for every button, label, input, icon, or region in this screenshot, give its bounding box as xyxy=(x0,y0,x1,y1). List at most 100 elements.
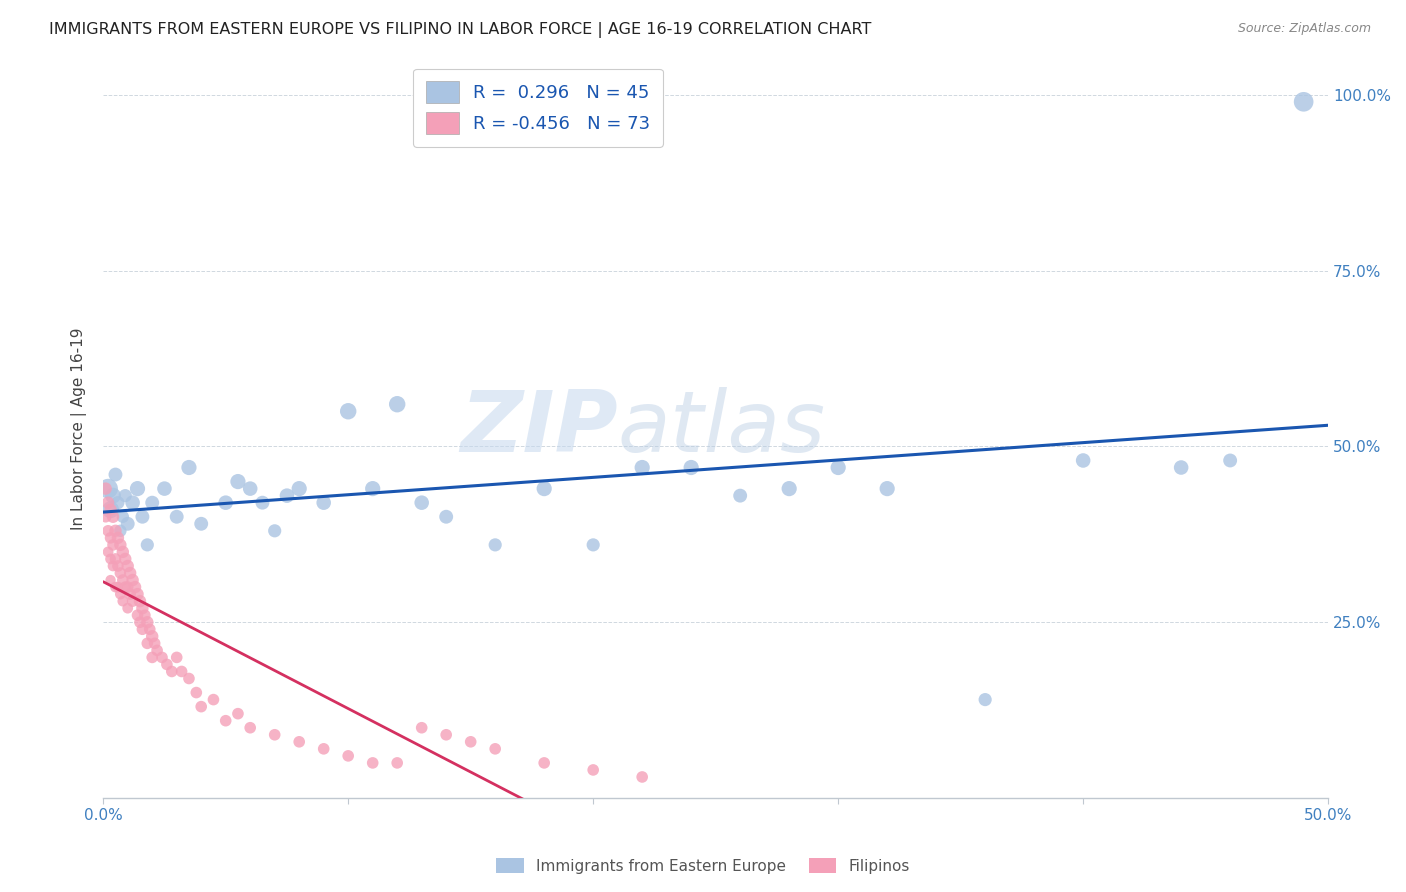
Text: IMMIGRANTS FROM EASTERN EUROPE VS FILIPINO IN LABOR FORCE | AGE 16-19 CORRELATIO: IMMIGRANTS FROM EASTERN EUROPE VS FILIPI… xyxy=(49,22,872,38)
Point xyxy=(631,770,654,784)
Point xyxy=(107,531,129,545)
Point xyxy=(110,566,132,580)
Point xyxy=(104,552,127,566)
Point xyxy=(156,657,179,672)
Point xyxy=(239,482,262,496)
Point xyxy=(136,636,159,650)
Point xyxy=(778,482,800,496)
Point xyxy=(582,763,605,777)
Point xyxy=(876,482,898,496)
Point xyxy=(131,601,153,615)
Point xyxy=(239,721,262,735)
Point xyxy=(129,615,152,630)
Point xyxy=(153,482,176,496)
Point xyxy=(134,608,156,623)
Point xyxy=(131,622,153,636)
Point xyxy=(681,460,703,475)
Point xyxy=(434,728,457,742)
Point xyxy=(121,573,143,587)
Point xyxy=(215,714,238,728)
Point xyxy=(141,496,163,510)
Point xyxy=(143,636,166,650)
Point xyxy=(150,650,173,665)
Point xyxy=(94,482,117,496)
Point xyxy=(631,460,654,475)
Point xyxy=(1071,453,1094,467)
Point xyxy=(114,552,136,566)
Point xyxy=(139,622,162,636)
Point xyxy=(288,482,311,496)
Text: ZIP: ZIP xyxy=(460,387,617,470)
Point xyxy=(533,756,555,770)
Point xyxy=(146,643,169,657)
Point xyxy=(288,735,311,749)
Point xyxy=(215,496,238,510)
Point xyxy=(160,665,183,679)
Point xyxy=(974,692,997,706)
Point xyxy=(104,524,127,538)
Point xyxy=(97,482,120,496)
Point xyxy=(117,601,139,615)
Point xyxy=(101,538,124,552)
Point xyxy=(101,509,124,524)
Point xyxy=(827,460,849,475)
Point xyxy=(114,489,136,503)
Point xyxy=(97,545,120,559)
Point xyxy=(120,566,142,580)
Point xyxy=(385,397,408,411)
Point xyxy=(114,580,136,594)
Legend: Immigrants from Eastern Europe, Filipinos: Immigrants from Eastern Europe, Filipino… xyxy=(491,852,915,880)
Point xyxy=(202,692,225,706)
Point xyxy=(129,594,152,608)
Legend: R =  0.296   N = 45, R = -0.456   N = 73: R = 0.296 N = 45, R = -0.456 N = 73 xyxy=(413,69,662,147)
Point xyxy=(312,496,335,510)
Point xyxy=(107,559,129,574)
Point xyxy=(110,587,132,601)
Point xyxy=(100,573,122,587)
Point xyxy=(117,580,139,594)
Point xyxy=(101,559,124,574)
Point xyxy=(276,489,298,503)
Point xyxy=(124,580,146,594)
Point xyxy=(582,538,605,552)
Point xyxy=(127,587,149,601)
Point xyxy=(1170,460,1192,475)
Text: atlas: atlas xyxy=(617,387,825,470)
Point xyxy=(127,482,149,496)
Point xyxy=(117,516,139,531)
Point xyxy=(385,756,408,770)
Point xyxy=(411,496,433,510)
Point xyxy=(190,516,212,531)
Point xyxy=(312,741,335,756)
Point xyxy=(111,509,134,524)
Point xyxy=(484,538,506,552)
Point xyxy=(107,496,129,510)
Point xyxy=(136,538,159,552)
Point xyxy=(533,482,555,496)
Point xyxy=(111,594,134,608)
Point xyxy=(1219,453,1241,467)
Point xyxy=(120,587,142,601)
Point xyxy=(1292,95,1315,109)
Point xyxy=(100,502,122,516)
Point xyxy=(361,756,384,770)
Point xyxy=(177,672,200,686)
Point xyxy=(111,573,134,587)
Point xyxy=(100,531,122,545)
Point xyxy=(136,615,159,630)
Point xyxy=(117,559,139,574)
Point xyxy=(110,524,132,538)
Point xyxy=(166,509,188,524)
Point xyxy=(263,524,285,538)
Point xyxy=(110,538,132,552)
Point xyxy=(141,650,163,665)
Point xyxy=(127,608,149,623)
Point xyxy=(107,580,129,594)
Point xyxy=(100,552,122,566)
Y-axis label: In Labor Force | Age 16-19: In Labor Force | Age 16-19 xyxy=(72,327,87,530)
Point xyxy=(263,728,285,742)
Point xyxy=(170,665,193,679)
Point xyxy=(97,524,120,538)
Point xyxy=(121,496,143,510)
Point xyxy=(104,467,127,482)
